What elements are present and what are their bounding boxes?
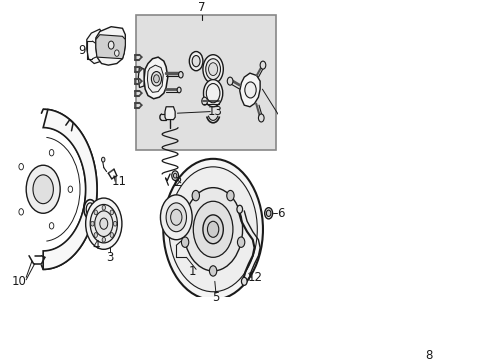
Text: 5: 5 bbox=[212, 291, 219, 304]
Circle shape bbox=[170, 209, 182, 225]
Circle shape bbox=[153, 75, 159, 83]
Text: 9: 9 bbox=[79, 44, 86, 57]
Circle shape bbox=[202, 97, 207, 105]
Circle shape bbox=[114, 50, 119, 56]
Circle shape bbox=[209, 266, 216, 276]
Circle shape bbox=[90, 204, 117, 243]
Circle shape bbox=[208, 63, 217, 76]
Circle shape bbox=[178, 72, 183, 78]
Circle shape bbox=[102, 157, 105, 162]
Circle shape bbox=[192, 190, 199, 201]
Text: 6: 6 bbox=[276, 207, 284, 220]
Circle shape bbox=[108, 41, 114, 49]
Polygon shape bbox=[239, 73, 260, 107]
Circle shape bbox=[95, 211, 113, 237]
Circle shape bbox=[260, 61, 265, 69]
Circle shape bbox=[173, 173, 177, 178]
Circle shape bbox=[193, 201, 232, 257]
Polygon shape bbox=[96, 27, 125, 65]
Circle shape bbox=[160, 195, 192, 240]
Text: 2: 2 bbox=[173, 176, 181, 189]
Circle shape bbox=[100, 218, 107, 229]
Circle shape bbox=[102, 237, 105, 242]
Text: 11: 11 bbox=[112, 175, 127, 188]
Circle shape bbox=[91, 221, 94, 226]
Circle shape bbox=[241, 277, 246, 285]
Circle shape bbox=[227, 77, 232, 85]
Text: 1: 1 bbox=[188, 265, 196, 278]
Circle shape bbox=[110, 233, 113, 237]
Circle shape bbox=[166, 203, 186, 232]
Circle shape bbox=[85, 198, 122, 249]
Circle shape bbox=[244, 82, 256, 98]
Circle shape bbox=[237, 237, 244, 247]
Circle shape bbox=[203, 55, 223, 84]
Circle shape bbox=[171, 171, 178, 180]
Circle shape bbox=[266, 210, 270, 216]
Circle shape bbox=[226, 190, 234, 201]
Circle shape bbox=[203, 215, 223, 244]
Circle shape bbox=[168, 167, 257, 292]
Circle shape bbox=[94, 233, 97, 237]
Circle shape bbox=[183, 188, 242, 271]
Polygon shape bbox=[147, 65, 163, 93]
Circle shape bbox=[177, 87, 181, 93]
Text: 8: 8 bbox=[425, 348, 432, 360]
Polygon shape bbox=[164, 107, 175, 120]
Polygon shape bbox=[138, 67, 143, 87]
Circle shape bbox=[94, 210, 97, 215]
Text: 3: 3 bbox=[106, 251, 114, 264]
Circle shape bbox=[236, 205, 242, 213]
Text: 7: 7 bbox=[198, 1, 205, 14]
Circle shape bbox=[258, 114, 264, 122]
Text: 10: 10 bbox=[11, 275, 26, 288]
Polygon shape bbox=[96, 35, 125, 59]
Circle shape bbox=[205, 59, 220, 80]
Polygon shape bbox=[86, 29, 102, 63]
Circle shape bbox=[189, 51, 203, 71]
Polygon shape bbox=[43, 109, 97, 269]
Text: 13: 13 bbox=[207, 105, 222, 118]
Circle shape bbox=[110, 210, 113, 215]
Circle shape bbox=[207, 221, 218, 237]
Circle shape bbox=[192, 55, 200, 67]
Text: 4: 4 bbox=[92, 239, 100, 252]
Bar bbox=[135, 15, 275, 150]
Circle shape bbox=[203, 80, 223, 107]
Circle shape bbox=[181, 237, 188, 247]
Circle shape bbox=[33, 175, 53, 204]
Circle shape bbox=[264, 208, 272, 219]
Circle shape bbox=[151, 72, 161, 86]
Circle shape bbox=[102, 205, 105, 210]
Circle shape bbox=[113, 221, 117, 226]
Text: 12: 12 bbox=[247, 271, 263, 284]
Circle shape bbox=[163, 159, 263, 300]
Polygon shape bbox=[143, 57, 167, 99]
Circle shape bbox=[26, 165, 60, 213]
